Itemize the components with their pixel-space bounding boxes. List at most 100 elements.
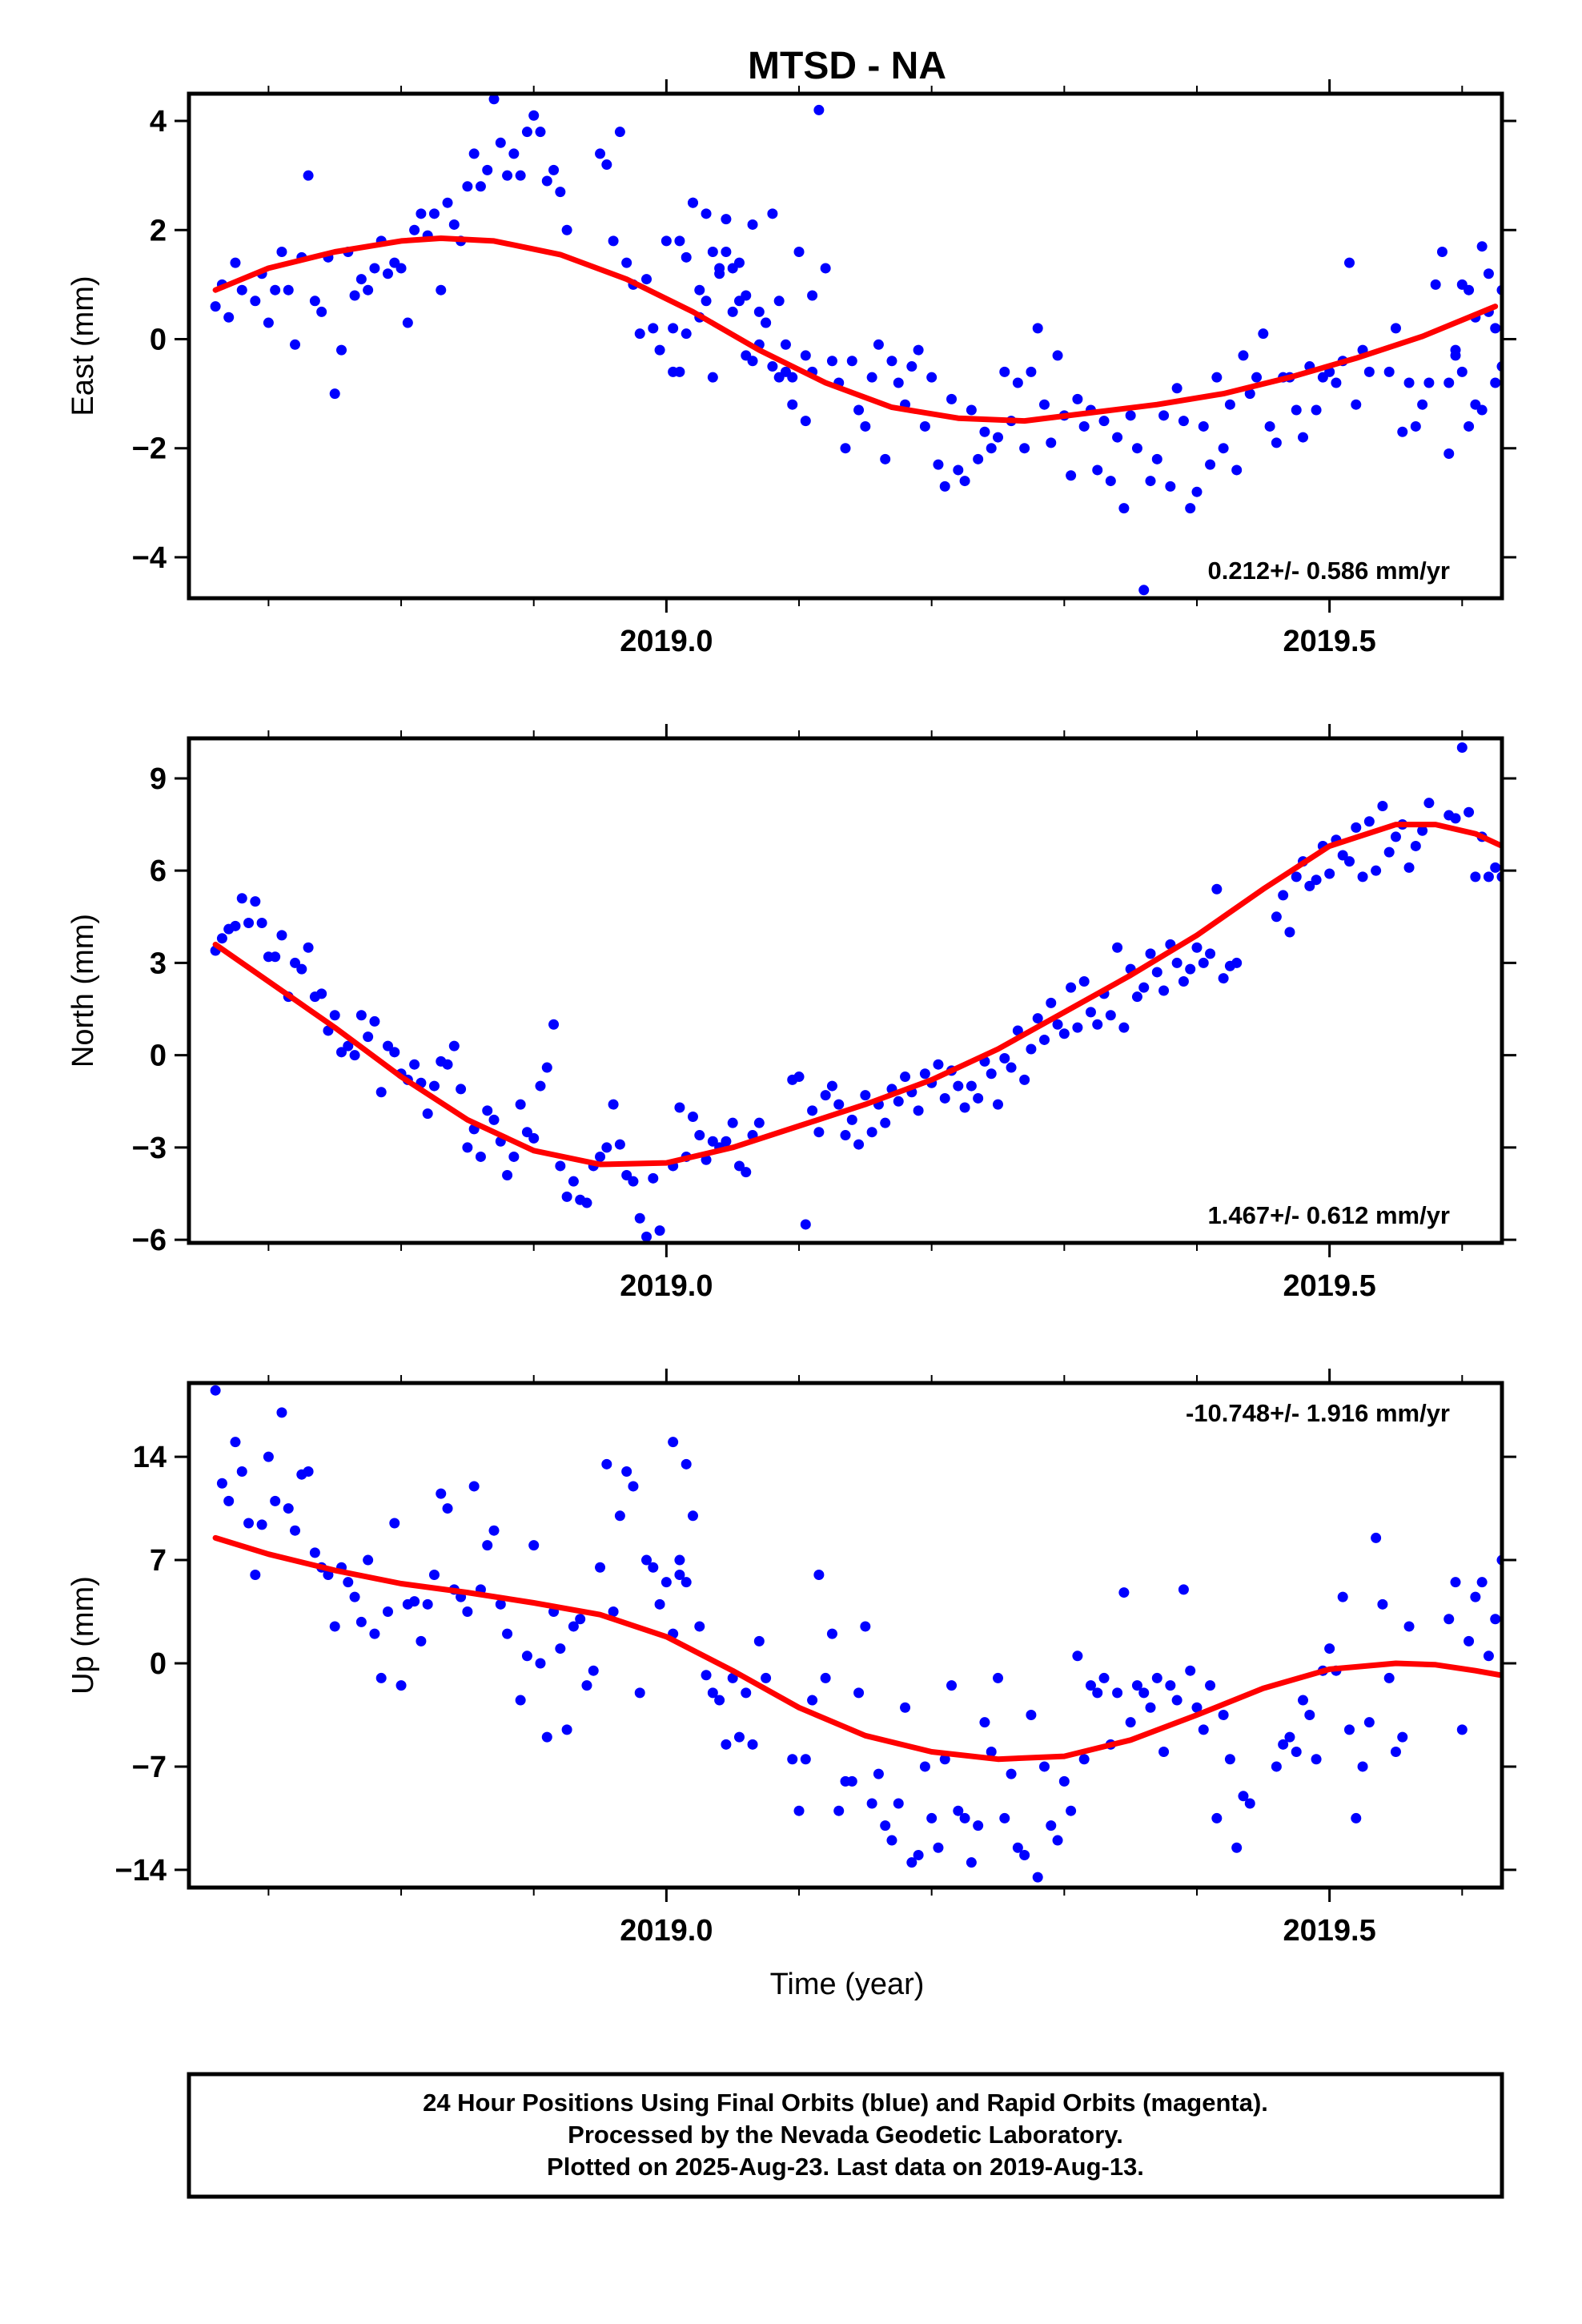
data-point xyxy=(561,224,572,235)
data-point xyxy=(290,339,301,350)
data-point xyxy=(1151,1672,1162,1683)
data-point xyxy=(475,1151,486,1162)
data-point xyxy=(1026,1043,1037,1055)
data-point xyxy=(833,1099,845,1110)
chart-title: MTSD - NA xyxy=(748,45,946,87)
data-point xyxy=(355,1010,367,1021)
data-point xyxy=(926,372,938,383)
data-point xyxy=(1145,1702,1156,1713)
data-point xyxy=(933,1059,944,1070)
data-point xyxy=(1397,1731,1408,1743)
data-point xyxy=(621,1466,632,1478)
data-point xyxy=(1251,372,1263,383)
data-point xyxy=(993,1672,1004,1683)
data-point xyxy=(1211,372,1223,383)
data-point xyxy=(363,1031,374,1043)
data-point xyxy=(528,110,540,121)
data-point xyxy=(1443,448,1455,460)
data-point xyxy=(648,1172,659,1184)
data-point xyxy=(999,1812,1010,1823)
data-point xyxy=(515,1099,526,1110)
data-point xyxy=(1284,927,1295,938)
data-point xyxy=(1218,1709,1229,1720)
data-point xyxy=(422,1108,433,1120)
data-point xyxy=(919,1761,930,1772)
data-point xyxy=(488,1114,500,1125)
data-point xyxy=(290,957,301,968)
data-point xyxy=(216,1478,227,1489)
data-point xyxy=(953,1805,964,1816)
data-point xyxy=(681,328,692,340)
data-point xyxy=(721,214,732,225)
data-point xyxy=(1264,420,1275,432)
data-point xyxy=(1311,404,1322,416)
data-point xyxy=(382,1040,393,1051)
data-point xyxy=(508,1151,520,1162)
data-point xyxy=(1038,399,1050,410)
data-point xyxy=(721,1739,732,1750)
data-point xyxy=(833,1805,845,1816)
data-point xyxy=(1078,975,1090,987)
data-point xyxy=(893,1798,904,1809)
data-point xyxy=(316,306,327,317)
data-point xyxy=(1470,1591,1481,1602)
data-point xyxy=(495,1598,506,1610)
data-point xyxy=(1012,1025,1023,1036)
data-point xyxy=(1006,1062,1017,1073)
data-point xyxy=(568,1176,579,1187)
plot-frame xyxy=(187,1381,1504,1890)
data-point xyxy=(343,1040,354,1051)
data-point xyxy=(236,893,247,904)
data-point xyxy=(601,1142,612,1153)
data-point xyxy=(1363,816,1375,827)
data-point xyxy=(1171,957,1182,968)
data-point xyxy=(283,284,294,296)
data-point xyxy=(1476,1577,1488,1588)
data-point xyxy=(1390,323,1401,334)
data-point xyxy=(853,1139,865,1150)
data-point xyxy=(1125,410,1136,421)
data-point xyxy=(1363,366,1375,377)
data-point xyxy=(216,933,227,944)
data-point xyxy=(1032,1013,1043,1024)
data-point xyxy=(1278,1739,1289,1750)
data-point xyxy=(761,317,772,328)
y-tick-label: 7 xyxy=(150,1544,167,1578)
data-point xyxy=(535,127,546,138)
data-point xyxy=(349,1050,360,1061)
data-point xyxy=(1112,942,1123,953)
footer-line-3: Plotted on 2025-Aug-23. Last data on 201… xyxy=(547,2153,1144,2181)
data-point xyxy=(283,1503,294,1514)
data-point xyxy=(1238,1791,1249,1802)
data-point xyxy=(614,1510,625,1522)
data-point xyxy=(661,235,672,247)
footer-line-2: Processed by the Nevada Geodetic Laborat… xyxy=(568,2121,1123,2149)
data-point xyxy=(641,1231,652,1242)
data-point xyxy=(495,137,506,148)
data-point xyxy=(588,1665,599,1676)
data-point xyxy=(953,464,964,476)
data-point xyxy=(1304,880,1315,891)
data-point xyxy=(502,1628,513,1639)
data-point xyxy=(906,1857,917,1868)
data-point xyxy=(462,181,473,192)
data-point xyxy=(787,399,798,410)
data-point xyxy=(621,257,632,268)
data-point xyxy=(1423,377,1435,388)
data-point xyxy=(1483,871,1494,883)
data-point xyxy=(641,1554,652,1566)
velocity-label: -10.748+/- 1.916 mm/yr xyxy=(1186,1399,1450,1427)
data-point xyxy=(250,896,261,907)
data-point xyxy=(1052,1019,1063,1030)
data-point xyxy=(674,1554,685,1566)
data-point xyxy=(1178,416,1189,427)
data-point xyxy=(223,312,235,323)
data-point xyxy=(741,290,752,301)
data-point xyxy=(1191,486,1203,497)
data-point xyxy=(721,247,732,258)
y-tick-label: 9 xyxy=(150,762,167,796)
data-point xyxy=(913,1105,924,1116)
data-point xyxy=(1012,1842,1023,1853)
data-point xyxy=(416,1635,427,1647)
